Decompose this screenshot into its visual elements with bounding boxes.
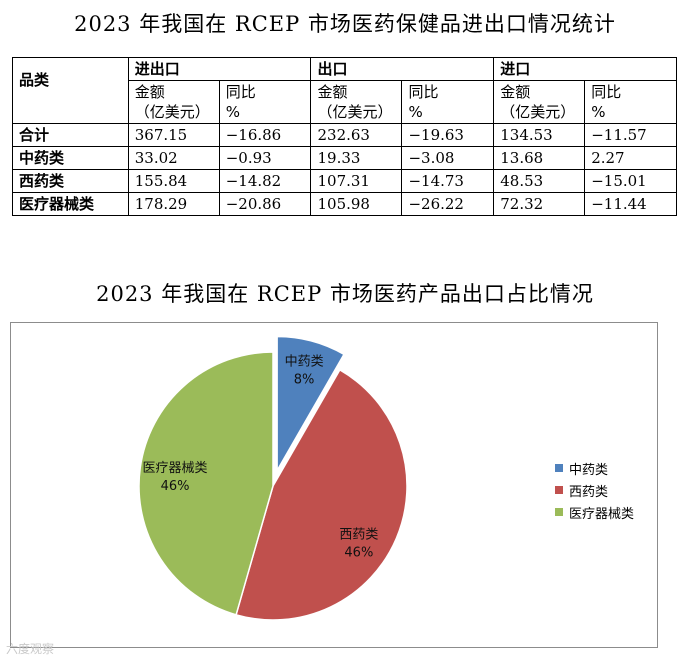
- amount-header: 金额 （亿美元）: [310, 80, 403, 124]
- cell-value: 155.84: [127, 169, 220, 193]
- cell-value: 48.53: [493, 169, 586, 193]
- slice-category-label: 医疗器械类: [143, 461, 208, 476]
- yoy-header-line2: %: [591, 103, 606, 121]
- yoy-header-line2: %: [225, 103, 240, 121]
- pie-slice-0: [276, 335, 345, 474]
- row-category: 合计: [12, 123, 129, 147]
- trade-stats-table: 品类 进出口 出口 进口 金额 （亿美元） 同比% 金额 （亿美元） 同比% 金额 （…: [12, 57, 677, 216]
- cell-value: −3.08: [401, 146, 495, 170]
- cell-value: 72.32: [493, 192, 586, 216]
- chart-title: 2023 年我国在 RCEP 市场医药产品出口占比情况: [96, 282, 594, 306]
- legend-label: 医疗器械类: [569, 506, 635, 522]
- category-header: 品类: [12, 57, 129, 124]
- cell-value: 367.15: [127, 123, 220, 147]
- slice-category-label: 西药类: [339, 528, 378, 543]
- group-header-export: 出口: [310, 57, 495, 81]
- cell-value: −15.01: [584, 169, 677, 193]
- category-header-text: 品类: [19, 71, 50, 89]
- pie-slice-2: [138, 351, 274, 616]
- table-header-row: 品类 进出口 出口 进口: [12, 57, 677, 124]
- legend-swatch: [555, 508, 563, 516]
- legend-label: 西药类: [569, 484, 609, 500]
- legend-item: 中药类: [555, 457, 634, 479]
- group-header-import: 进口: [493, 57, 677, 81]
- table-subheader-row: 金额 （亿美元） 同比% 金额 （亿美元） 同比% 金额 （亿美元） 同比%: [13, 80, 677, 124]
- cell-value: 178.29: [127, 192, 220, 216]
- cell-value: 2.27: [584, 146, 677, 170]
- legend-swatch: [555, 486, 563, 494]
- pie-chart: 中药类 8% 西药类 46% 医疗器械类 46%: [138, 335, 408, 621]
- amount-header-line1: 金额: [317, 83, 348, 101]
- amount-header-line1: 金额: [500, 83, 531, 101]
- yoy-header-line1: 同比: [225, 83, 256, 101]
- yoy-header: 同比%: [401, 80, 495, 124]
- slice-percent-label: 46%: [161, 479, 190, 494]
- row-category: 中药类: [12, 146, 129, 170]
- slice-percent-label: 8%: [294, 373, 315, 388]
- legend-item: 西药类: [555, 479, 634, 501]
- cell-value: 33.02: [127, 146, 220, 170]
- table-row: 合计 367.15 −16.86 232.63 −19.63 134.53 −1…: [12, 123, 677, 147]
- slice-percent-label: 46%: [344, 546, 373, 561]
- pie-chart-container: 中药类 8% 西药类 46% 医疗器械类 46% 中药类 西药类 医疗器械类: [10, 322, 658, 648]
- amount-header-line2: （亿美元）: [317, 103, 393, 121]
- yoy-header-line2: %: [408, 103, 423, 121]
- row-category: 医疗器械类: [12, 192, 129, 216]
- cell-value: 105.98: [310, 192, 403, 216]
- cell-value: 13.68: [493, 146, 586, 170]
- table-title: 2023 年我国在 RCEP 市场医药保健品进出口情况统计: [74, 12, 616, 36]
- cell-value: −11.44: [584, 192, 677, 216]
- row-category: 西药类: [12, 169, 129, 193]
- yoy-header-line1: 同比: [408, 83, 439, 101]
- cell-value: −19.63: [401, 123, 495, 147]
- watermark-text: 六度观察: [6, 642, 55, 656]
- cell-value: 134.53: [493, 123, 586, 147]
- cell-value: 232.63: [310, 123, 403, 147]
- amount-header: 金额 （亿美元）: [127, 80, 220, 124]
- group-header-total: 进出口: [127, 57, 312, 81]
- table-row: 西药类 155.84 −14.82 107.31 −14.73 48.53 −1…: [12, 169, 677, 193]
- chart-legend: 中药类 西药类 医疗器械类: [555, 457, 634, 523]
- yoy-header: 同比%: [584, 80, 677, 124]
- cell-value: −26.22: [401, 192, 495, 216]
- pie-slice-1: [235, 368, 408, 621]
- amount-header-line2: （亿美元）: [134, 103, 210, 121]
- legend-item: 医疗器械类: [555, 501, 634, 523]
- cell-value: −20.86: [218, 192, 312, 216]
- table-row: 中药类 33.02 −0.93 19.33 −3.08 13.68 2.27: [12, 146, 677, 170]
- cell-value: 19.33: [310, 146, 403, 170]
- cell-value: −0.93: [218, 146, 312, 170]
- yoy-header-line1: 同比: [591, 83, 622, 101]
- amount-header-line2: （亿美元）: [500, 103, 576, 121]
- amount-header-line1: 金额: [134, 83, 165, 101]
- cell-value: −14.73: [401, 169, 495, 193]
- cell-value: 107.31: [310, 169, 403, 193]
- table-row: 医疗器械类 178.29 −20.86 105.98 −26.22 72.32 …: [12, 192, 677, 216]
- legend-label: 中药类: [569, 462, 609, 478]
- cell-value: −11.57: [584, 123, 677, 147]
- slice-category-label: 中药类: [285, 355, 324, 370]
- amount-header: 金额 （亿美元）: [493, 80, 586, 124]
- yoy-header: 同比%: [218, 80, 312, 124]
- cell-value: −16.86: [218, 123, 312, 147]
- cell-value: −14.82: [218, 169, 312, 193]
- legend-swatch: [555, 464, 563, 472]
